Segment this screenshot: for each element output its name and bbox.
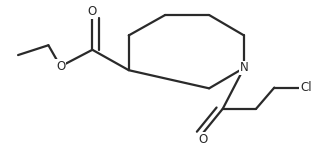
Text: O: O: [198, 132, 208, 146]
Text: O: O: [56, 60, 65, 73]
Text: O: O: [88, 6, 97, 18]
Text: N: N: [240, 61, 248, 74]
Text: Cl: Cl: [300, 81, 312, 94]
